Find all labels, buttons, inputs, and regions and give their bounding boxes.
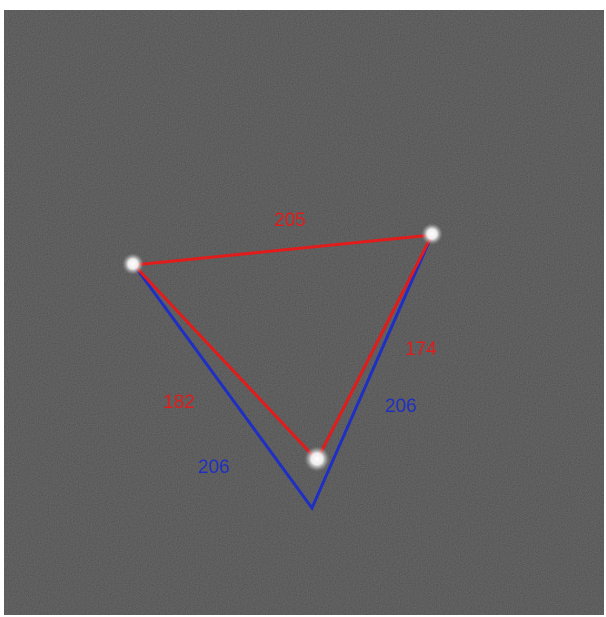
background-grain (4, 10, 604, 615)
particle-right (421, 223, 443, 245)
red-right-length-label: 174 (405, 339, 437, 360)
particle-left (122, 253, 144, 275)
red-triangle (130, 233, 435, 463)
microscopy-image: 205 174 182 206 206 (4, 10, 604, 615)
blue-right-length-label: 206 (385, 396, 417, 417)
red-left-length-label: 182 (163, 392, 195, 413)
particle-bottom (304, 446, 330, 472)
annotation-canvas: 205 174 182 206 206 (4, 10, 604, 615)
red-top-length-label: 205 (274, 210, 306, 231)
blue-triangle (132, 234, 434, 511)
blue-left-length-label: 206 (198, 457, 230, 478)
